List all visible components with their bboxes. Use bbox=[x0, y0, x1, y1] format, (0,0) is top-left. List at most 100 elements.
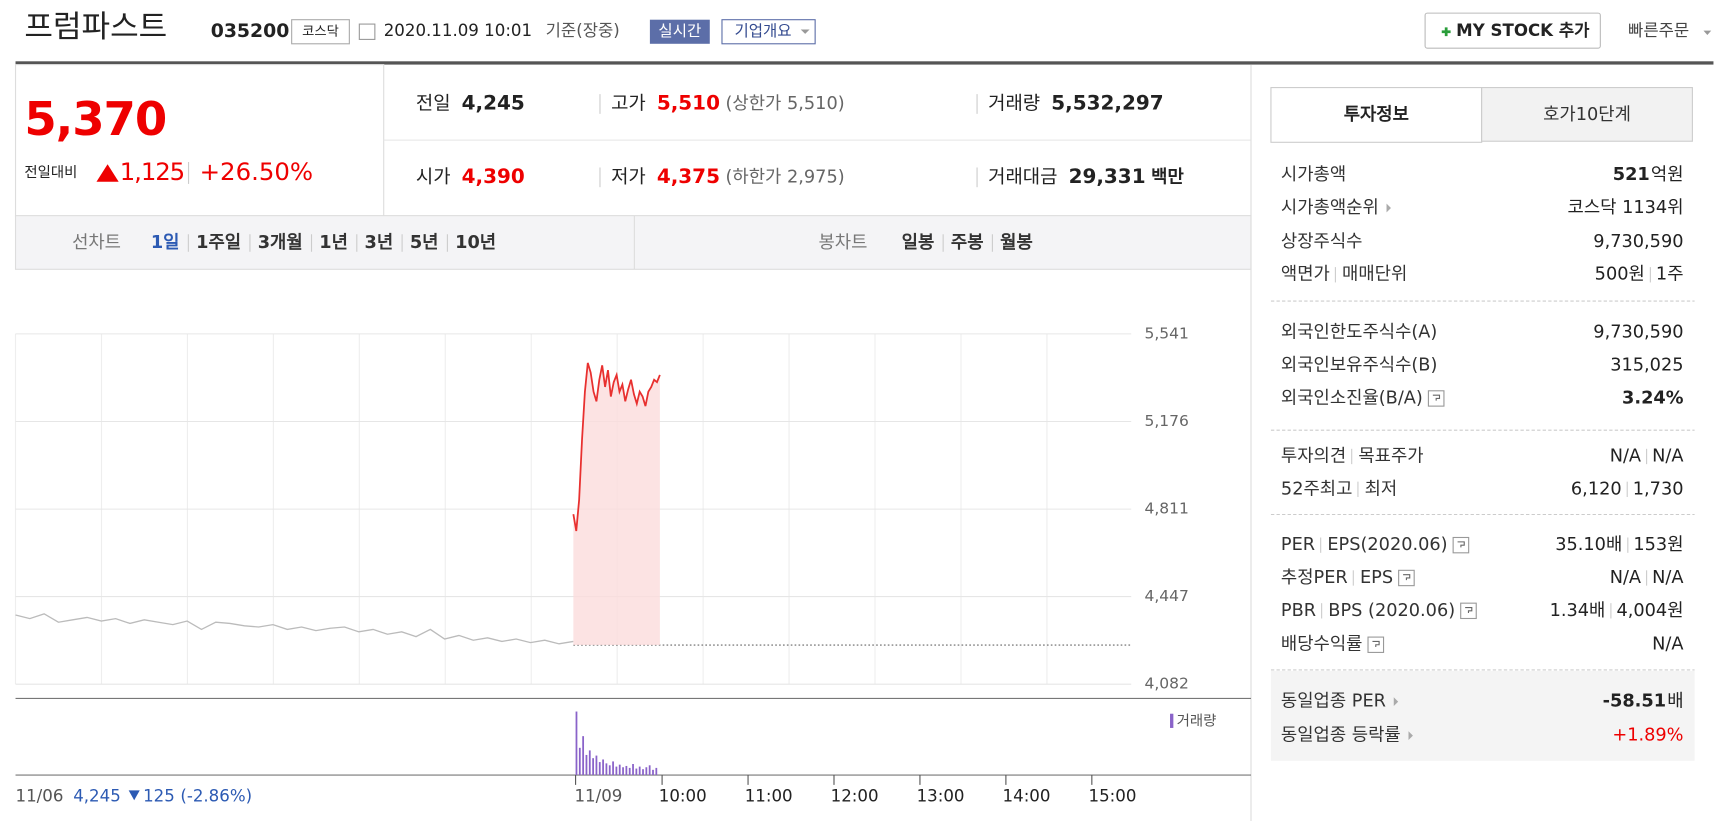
plus-icon bbox=[1441, 27, 1451, 37]
summary-value: 29,331 bbox=[1069, 165, 1146, 188]
period-tab[interactable]: 1년 bbox=[319, 233, 348, 253]
x-tick-label: 14:00 bbox=[1003, 786, 1051, 805]
summary-value: 4,375 bbox=[657, 165, 720, 188]
volume-bar bbox=[585, 754, 588, 776]
info-value: 9,730,590 bbox=[1593, 323, 1683, 343]
stock-name: 프럼파스트 bbox=[24, 9, 167, 45]
summary-extra: (상한가 5,510) bbox=[726, 94, 845, 114]
info-value: 315,025 bbox=[1610, 356, 1683, 376]
arrow-icon bbox=[1408, 731, 1413, 740]
y-tick-label: 4,811 bbox=[1145, 500, 1189, 518]
stock-code: 035200 bbox=[211, 21, 290, 42]
volume-bar bbox=[608, 765, 611, 776]
dropdown-arrow bbox=[1703, 30, 1712, 36]
tab-active[interactable] bbox=[1270, 87, 1483, 143]
volume-bar bbox=[648, 765, 651, 776]
period-tab[interactable]: 10년 bbox=[455, 233, 496, 253]
period-tab[interactable]: 5년 bbox=[410, 233, 439, 253]
volume-bar bbox=[625, 765, 628, 776]
summary-value: 5,510 bbox=[657, 92, 720, 115]
candle-tab[interactable]: 월봉 bbox=[1000, 233, 1033, 253]
market: 코스닥 bbox=[302, 24, 339, 40]
sector-bg bbox=[1270, 671, 1695, 761]
volume-bar bbox=[615, 766, 618, 776]
volume-bar bbox=[622, 767, 624, 776]
my-stock: MY STOCK 추가 bbox=[1456, 21, 1589, 40]
tab-inactive[interactable] bbox=[1481, 87, 1693, 142]
info-label: 외국인보유주식수(B) bbox=[1281, 356, 1437, 376]
info-unit: 억원 bbox=[1651, 165, 1684, 185]
volume-bar bbox=[632, 764, 634, 776]
y-tick-label: 4,082 bbox=[1145, 675, 1189, 693]
today-area bbox=[573, 362, 660, 646]
info-label: 배당수익률 bbox=[1281, 635, 1363, 655]
info-value: -58.51 bbox=[1603, 692, 1666, 712]
info-label: EPS(2020.06) bbox=[1327, 535, 1447, 555]
candle-tab[interactable]: 주봉 bbox=[951, 233, 984, 253]
prev-close: 4,245 bbox=[73, 786, 121, 805]
help-glyph bbox=[1465, 606, 1473, 614]
summary-label: 전일 bbox=[416, 94, 451, 115]
info-value: 3.24% bbox=[1622, 389, 1684, 409]
summary-extra: 백만 bbox=[1151, 167, 1184, 187]
info-value: 9,730,590 bbox=[1593, 232, 1683, 252]
info-label: 목표주가 bbox=[1358, 447, 1423, 467]
info-value: 4,004원 bbox=[1616, 601, 1683, 621]
info-value: N/A bbox=[1652, 568, 1683, 588]
calendar-icon bbox=[358, 23, 376, 40]
help-glyph bbox=[1432, 394, 1441, 401]
info-value: +1.89% bbox=[1612, 726, 1683, 746]
info-label: 매매단위 bbox=[1342, 265, 1407, 285]
x-tick-label: 10:00 bbox=[659, 786, 707, 805]
info-value: 521 bbox=[1613, 165, 1650, 185]
market-badge bbox=[291, 19, 350, 45]
info-label: PER bbox=[1281, 535, 1315, 555]
period-tab[interactable]: 1일 bbox=[151, 233, 180, 253]
info-unit: 배 bbox=[1667, 692, 1683, 712]
volume-bar bbox=[602, 759, 604, 776]
info-label: 최저 bbox=[1365, 479, 1398, 499]
volume-bar bbox=[655, 767, 658, 776]
volume-legend: 거래량 bbox=[1177, 712, 1217, 729]
info-label: 52주최고 bbox=[1281, 479, 1352, 499]
candle-tab[interactable]: 일봉 bbox=[902, 233, 935, 253]
prev-rate: (-2.86%) bbox=[180, 786, 252, 805]
info-tab: 투자정보 bbox=[1344, 105, 1409, 125]
basis: 기준(장중) bbox=[546, 21, 620, 40]
summary-value: 5,532,297 bbox=[1051, 92, 1163, 115]
info-value: 1,730 bbox=[1633, 479, 1684, 499]
realtime-badge[interactable] bbox=[649, 19, 710, 44]
info-tab: 호가10단계 bbox=[1543, 105, 1631, 125]
today-line bbox=[572, 362, 661, 532]
down-triangle bbox=[128, 790, 140, 801]
overview-button[interactable] bbox=[721, 19, 816, 45]
arrow-icon bbox=[1393, 697, 1399, 707]
summary-label: 거래대금 bbox=[988, 167, 1057, 188]
y-tick-label: 4,447 bbox=[1145, 587, 1189, 605]
candle-chart-label: 봉차트 bbox=[818, 233, 867, 253]
info-label: 투자의견 bbox=[1281, 447, 1346, 467]
period-tab[interactable]: 3개월 bbox=[258, 233, 303, 253]
summary-label: 거래량 bbox=[988, 94, 1040, 115]
line-chart-label: 선차트 bbox=[72, 233, 121, 253]
info-label: PBR bbox=[1281, 601, 1316, 621]
info-value: N/A bbox=[1610, 447, 1641, 467]
period-tab[interactable]: 1주일 bbox=[196, 233, 241, 253]
previous-day-line bbox=[15, 613, 574, 645]
change-label: 전일대비 bbox=[24, 164, 77, 181]
info-label: 시가총액 bbox=[1281, 165, 1346, 185]
summary-label: 고가 bbox=[611, 94, 646, 115]
volume-bar bbox=[612, 761, 614, 776]
x-tick-label: 11:00 bbox=[745, 786, 793, 805]
info-value: N/A bbox=[1652, 447, 1683, 467]
volume-bar bbox=[645, 767, 648, 776]
arrow-icon bbox=[1386, 203, 1391, 213]
current-price: 5,370 bbox=[24, 92, 166, 146]
info-value: N/A bbox=[1610, 568, 1641, 588]
info-value: N/A bbox=[1652, 635, 1683, 655]
period-tab[interactable]: 3년 bbox=[365, 233, 394, 253]
my-stock-button[interactable] bbox=[1424, 12, 1601, 49]
x-tick-label: 12:00 bbox=[831, 786, 879, 805]
info-label: 액면가 bbox=[1281, 265, 1330, 285]
summary-label: 저가 bbox=[611, 167, 646, 188]
